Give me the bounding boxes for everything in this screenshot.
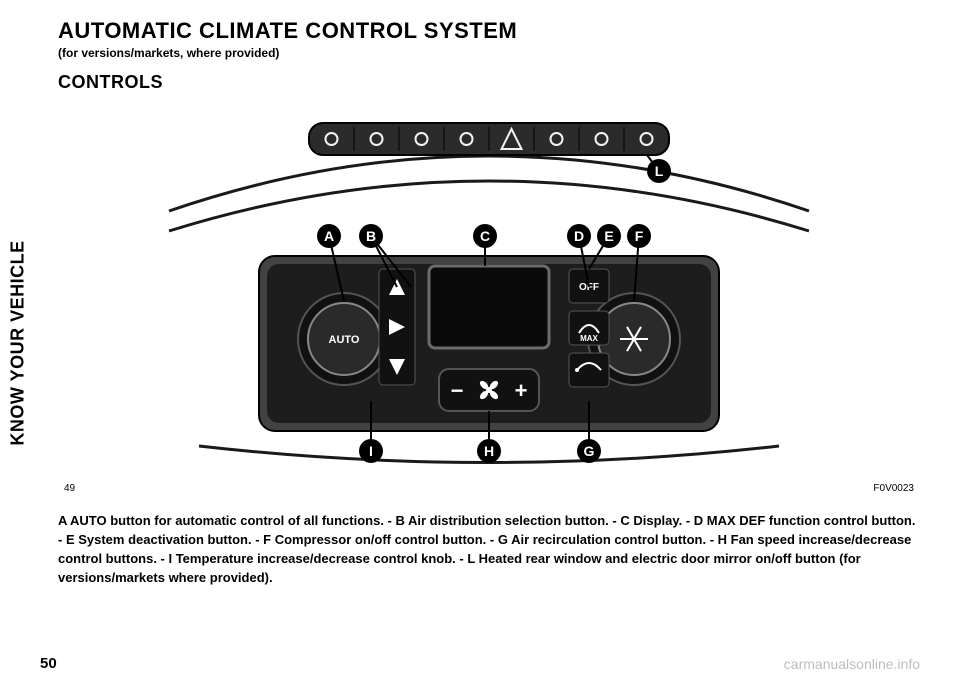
page-title: AUTOMATIC CLIMATE CONTROL SYSTEM [58,18,920,44]
svg-text:D: D [574,228,584,244]
figure-caption: A AUTO button for automatic control of a… [58,512,920,587]
svg-text:MAX: MAX [580,334,598,343]
svg-text:+: + [515,378,528,403]
climate-control-diagram: AUTOOFFMAX−+ABCDEFIHGL [139,101,839,481]
svg-text:G: G [584,443,595,459]
svg-text:AUTO: AUTO [329,334,360,346]
svg-text:L: L [655,163,664,179]
svg-text:C: C [480,228,490,244]
svg-text:A: A [324,228,334,244]
section-side-label: KNOW YOUR VEHICLE [8,240,29,445]
svg-text:H: H [484,443,494,459]
svg-text:B: B [366,228,376,244]
page-number: 50 [40,655,57,672]
page-subtitle: (for versions/markets, where provided) [58,46,920,60]
controls-heading: CONTROLS [58,72,920,93]
svg-text:I: I [369,443,373,459]
figure-number: 49 [64,483,75,494]
svg-text:E: E [604,228,613,244]
figure-code: F0V0023 [873,483,914,494]
svg-text:F: F [635,228,644,244]
svg-text:−: − [451,378,464,403]
watermark: carmanualsonline.info [784,656,920,672]
